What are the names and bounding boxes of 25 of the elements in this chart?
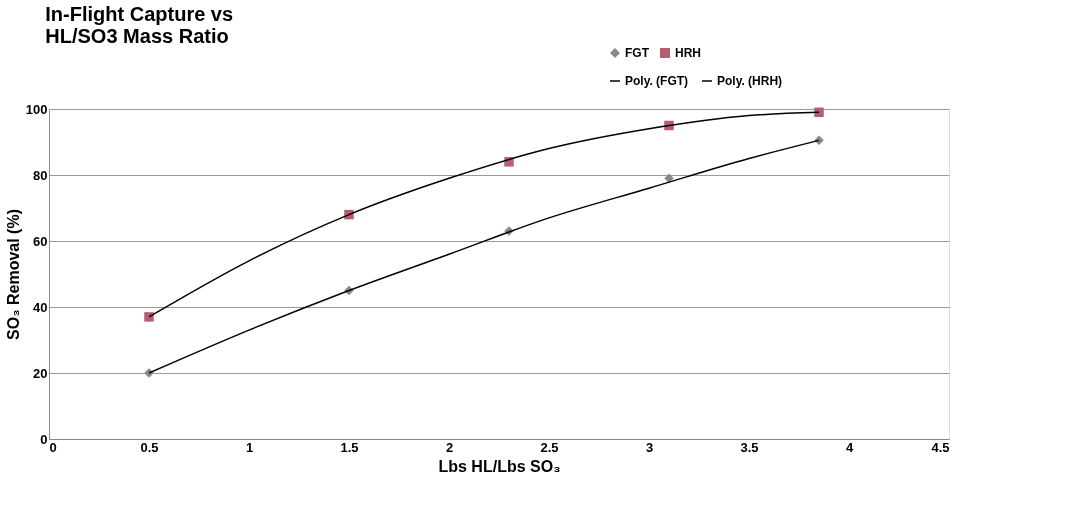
y-axis-title: SO₃ Removal (%) [4, 209, 22, 340]
y-tick-label: 100 [25, 101, 48, 117]
x-tick-label: 2.5 [540, 439, 559, 455]
legend-label: Poly. (FGT) [625, 74, 689, 88]
x-tick-label: 2 [445, 439, 454, 455]
y-tick-label: 40 [33, 299, 48, 315]
x-tick-label: 4.5 [931, 439, 950, 455]
x-tick-label: 1.5 [340, 439, 359, 455]
x-axis-title: Lbs HL/Lbs SO₃ [438, 457, 561, 475]
legend-label: Poly. (HRH) [717, 74, 783, 88]
point [814, 107, 824, 118]
text: In-Flight Capture vs [45, 3, 234, 25]
y-tick-label: 80 [33, 167, 48, 183]
point [144, 312, 154, 322]
x-tick-label: 3.5 [740, 439, 759, 455]
x-tick-label: 1 [245, 439, 254, 455]
x-tick-label: 0.5 [140, 439, 159, 455]
x-tick-label: 4 [845, 439, 854, 455]
legend-label: FGT [625, 46, 650, 60]
y-tick-label: 60 [33, 233, 48, 249]
x-tick-label: 3 [645, 439, 654, 455]
text: HL/SO3 Mass Ratio [45, 25, 229, 47]
legend-label: HRH [675, 46, 701, 60]
y-tick-label: 20 [33, 365, 48, 381]
point [664, 173, 674, 184]
